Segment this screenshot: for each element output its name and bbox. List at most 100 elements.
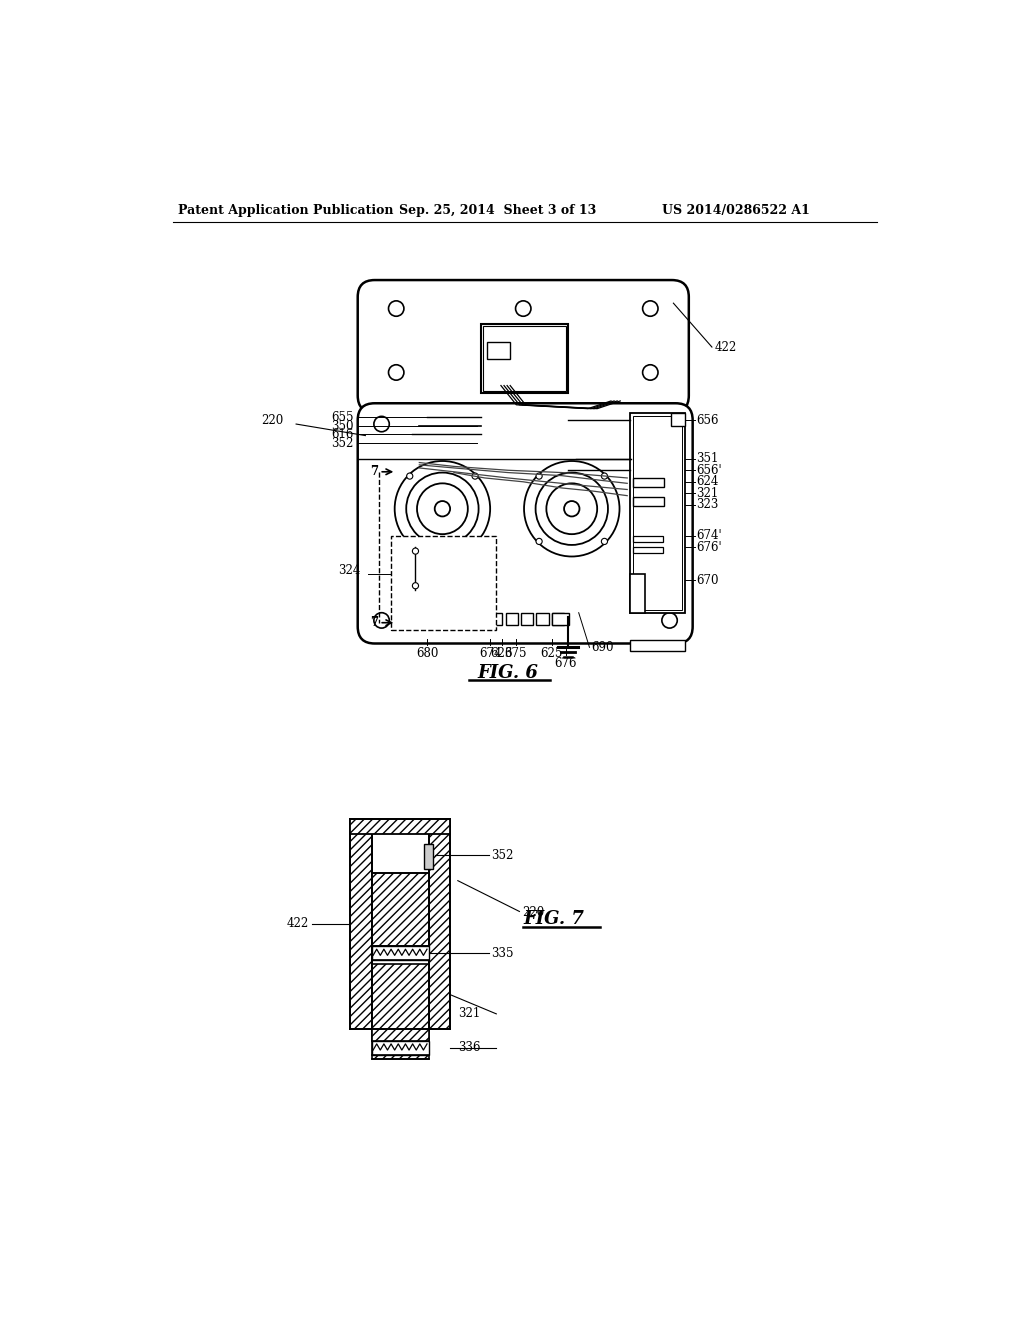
- Circle shape: [435, 502, 451, 516]
- Bar: [671, 413, 685, 426]
- Text: 674: 674: [479, 647, 502, 660]
- Bar: [634, 498, 665, 507]
- Circle shape: [417, 483, 468, 535]
- Circle shape: [413, 582, 419, 589]
- Bar: [372, 964, 429, 1040]
- Text: 623: 623: [490, 647, 513, 660]
- Text: 7: 7: [370, 616, 378, 630]
- Text: 7: 7: [370, 465, 378, 478]
- Circle shape: [601, 473, 607, 479]
- Text: 676: 676: [554, 657, 577, 671]
- Bar: [487, 342, 510, 359]
- Text: 656: 656: [696, 413, 719, 426]
- FancyBboxPatch shape: [357, 280, 689, 412]
- Circle shape: [472, 539, 478, 544]
- FancyBboxPatch shape: [357, 404, 692, 644]
- Bar: [630, 574, 645, 612]
- Text: 670: 670: [696, 574, 719, 587]
- Text: FIG. 7: FIG. 7: [523, 911, 584, 928]
- Bar: [429, 818, 451, 1028]
- Circle shape: [413, 548, 419, 554]
- Bar: [350, 818, 372, 1028]
- Text: 625: 625: [541, 647, 563, 660]
- Text: 422: 422: [714, 341, 736, 354]
- Bar: [391, 536, 497, 630]
- Text: 350: 350: [332, 420, 354, 433]
- Text: Sep. 25, 2014  Sheet 3 of 13: Sep. 25, 2014 Sheet 3 of 13: [398, 205, 596, 218]
- Bar: [350, 818, 372, 1028]
- Bar: [372, 946, 429, 960]
- Bar: [630, 640, 685, 651]
- Circle shape: [388, 301, 403, 317]
- Text: 616: 616: [332, 428, 354, 441]
- Bar: [552, 612, 568, 626]
- Bar: [521, 612, 534, 626]
- Circle shape: [536, 473, 542, 479]
- Bar: [372, 873, 429, 946]
- Text: 352: 352: [490, 849, 513, 862]
- Circle shape: [643, 364, 658, 380]
- Bar: [506, 612, 518, 626]
- Circle shape: [536, 473, 608, 545]
- Text: 674': 674': [696, 529, 722, 543]
- Circle shape: [374, 416, 389, 432]
- Text: 323: 323: [696, 499, 719, 511]
- Text: 624: 624: [696, 475, 719, 488]
- Text: 655: 655: [332, 411, 354, 424]
- Text: 676': 676': [696, 541, 722, 554]
- Bar: [372, 1040, 429, 1055]
- Text: 220: 220: [521, 907, 544, 920]
- Text: 351: 351: [696, 453, 719, 465]
- Text: 690: 690: [591, 640, 613, 653]
- Circle shape: [601, 539, 607, 544]
- Circle shape: [407, 473, 478, 545]
- Circle shape: [515, 364, 531, 380]
- Circle shape: [374, 612, 389, 628]
- Text: 321: 321: [458, 1007, 480, 1020]
- Text: 675: 675: [504, 647, 526, 660]
- Bar: [481, 323, 568, 393]
- Text: Patent Application Publication: Patent Application Publication: [178, 205, 394, 218]
- Bar: [429, 818, 451, 1028]
- Circle shape: [662, 416, 677, 432]
- Circle shape: [394, 461, 490, 557]
- Circle shape: [643, 301, 658, 317]
- Circle shape: [472, 473, 478, 479]
- Bar: [350, 818, 451, 834]
- Text: FIG. 6: FIG. 6: [477, 664, 539, 681]
- Bar: [630, 412, 685, 612]
- Text: 680: 680: [416, 647, 438, 660]
- Bar: [372, 1028, 429, 1059]
- Circle shape: [564, 502, 580, 516]
- Bar: [552, 612, 564, 626]
- Text: 336: 336: [458, 1041, 480, 1055]
- Circle shape: [524, 461, 620, 557]
- Circle shape: [407, 539, 413, 544]
- Bar: [424, 843, 433, 869]
- Text: 352: 352: [332, 437, 354, 450]
- Circle shape: [388, 364, 403, 380]
- Text: US 2014/0286522 A1: US 2014/0286522 A1: [662, 205, 810, 218]
- Circle shape: [536, 539, 542, 544]
- Bar: [633, 416, 682, 610]
- Text: 422: 422: [287, 917, 309, 931]
- Circle shape: [407, 473, 413, 479]
- Text: 335: 335: [490, 946, 513, 960]
- Bar: [537, 612, 549, 626]
- Bar: [372, 1028, 429, 1059]
- Bar: [372, 873, 429, 946]
- Text: 220: 220: [261, 413, 284, 426]
- Circle shape: [547, 483, 597, 535]
- Text: 656': 656': [696, 463, 722, 477]
- Bar: [490, 612, 503, 626]
- Bar: [634, 536, 663, 543]
- Bar: [634, 548, 663, 553]
- Bar: [372, 964, 429, 1040]
- Text: 324: 324: [339, 564, 360, 577]
- Text: 321: 321: [696, 487, 719, 500]
- Bar: [350, 818, 451, 834]
- Circle shape: [662, 612, 677, 628]
- Bar: [634, 478, 665, 487]
- Bar: [483, 326, 565, 391]
- Circle shape: [515, 301, 531, 317]
